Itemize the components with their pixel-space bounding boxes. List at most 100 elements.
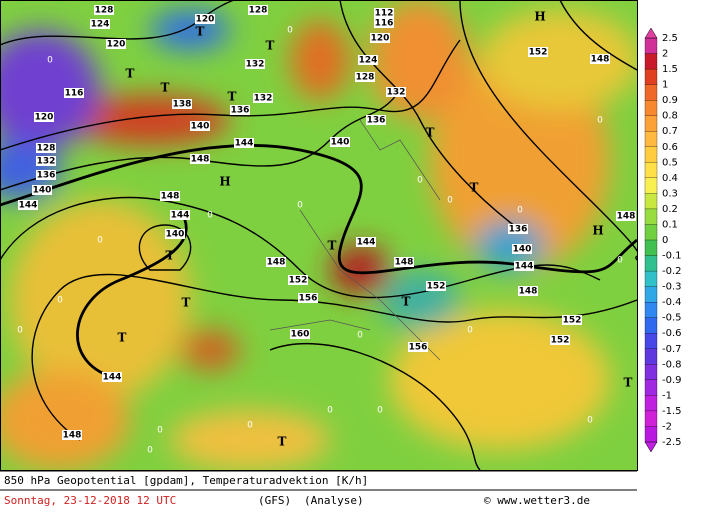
colorbar-segment	[644, 208, 658, 226]
contour-label: 152	[289, 276, 308, 286]
contour-label: 136	[37, 171, 56, 181]
contour-label: 148	[617, 212, 636, 222]
colorbar-label: -0.1	[662, 251, 682, 262]
colorbar-segment	[644, 146, 658, 163]
label-bg	[518, 286, 538, 296]
zero-contour-label: 0	[147, 446, 153, 456]
colorbar-segment	[644, 317, 658, 334]
colorbar-label: 2	[662, 49, 668, 60]
contour-label: 148	[267, 258, 286, 268]
zero-contour-label: 0	[617, 256, 623, 266]
label-bg	[514, 261, 534, 271]
zero-contour-label: 0	[357, 331, 363, 341]
zero-contour-label: 0	[587, 416, 593, 426]
colorbar-segment	[644, 270, 658, 288]
pressure-center: T	[126, 67, 135, 81]
pressure-center: H	[592, 224, 603, 238]
zero-contour-label: 0	[47, 56, 53, 66]
contour-label: 152	[529, 48, 548, 58]
contour-label: 132	[246, 60, 265, 70]
label-bg	[32, 185, 52, 195]
pressure-center: T	[166, 249, 175, 263]
colorbar: 2.5 2 1.5 1 0.9 0.8 0.7 0.6 0.5 0.4 0.3 0.2 0.1 0 -0.1…	[644, 27, 682, 453]
zero-contour-label: 0	[207, 211, 213, 221]
colorbar-label: -2.5	[662, 437, 682, 448]
colorbar-label: 0.9	[662, 95, 678, 106]
pressure-center: T	[402, 295, 411, 309]
colorbar-segment	[644, 115, 658, 132]
label-bg	[172, 99, 192, 109]
contour-label: 140	[331, 138, 350, 148]
contour-label: 144	[235, 139, 254, 149]
contour-label: 138	[173, 100, 192, 110]
contour-label: 132	[254, 94, 273, 104]
zero-contour-label: 0	[97, 236, 103, 246]
zero-contour-label: 0	[327, 406, 333, 416]
label-bg	[512, 244, 532, 254]
contour-label: 116	[65, 89, 84, 99]
contour-label: 120	[196, 15, 215, 25]
contour-label: 136	[509, 225, 528, 235]
colorbar-label: -0.5	[662, 313, 682, 324]
colorbar-segment	[644, 84, 658, 101]
pressure-center: T	[328, 239, 337, 253]
pressure-center: T	[228, 90, 237, 104]
colorbar-label: -0.7	[662, 344, 682, 355]
label-bg	[245, 59, 265, 69]
contour-label: 152	[563, 316, 582, 326]
label-bg	[230, 105, 250, 115]
footer-model: (GFS)	[258, 494, 291, 507]
pressure-center: T	[624, 376, 633, 390]
label-bg	[358, 55, 378, 65]
colorbar-segment	[644, 239, 658, 257]
footer-credit: © www.wetter3.de	[484, 494, 590, 507]
colorbar-label: -0.4	[662, 297, 682, 308]
colorbar-segment	[644, 193, 658, 210]
contour-label: 128	[37, 144, 56, 154]
label-bg	[290, 329, 310, 339]
label-bg	[170, 210, 190, 220]
contour-label: 144	[515, 262, 534, 272]
contour-label: 144	[103, 373, 122, 383]
label-bg	[94, 5, 114, 15]
colorbar-label: 2.5	[662, 33, 678, 44]
label-bg	[248, 5, 268, 15]
colorbar-segment	[644, 53, 658, 70]
label-bg	[590, 54, 610, 64]
label-bg	[18, 200, 38, 210]
label-bg	[394, 257, 414, 267]
colorbar-segment	[644, 255, 658, 272]
contour-label: 148	[63, 431, 82, 441]
contour-label: 152	[427, 282, 446, 292]
contour-label: 136	[367, 116, 386, 126]
colorbar-segment	[644, 395, 658, 412]
colorbar-segment	[644, 177, 658, 195]
colorbar-segment	[644, 224, 658, 241]
colorbar-label: -0.8	[662, 359, 682, 370]
label-bg	[190, 121, 210, 131]
zero-contour-label: 0	[247, 421, 253, 431]
contour-label: 152	[551, 336, 570, 346]
colorbar-segment	[644, 162, 658, 179]
label-bg	[408, 342, 428, 352]
pressure-center: T	[196, 25, 205, 39]
label-bg	[386, 87, 406, 97]
label-bg	[106, 39, 126, 49]
contour-label: 148	[591, 55, 610, 65]
contour-label: 132	[37, 157, 56, 167]
label-bg	[528, 47, 548, 57]
contour-label: 148	[395, 258, 414, 268]
zero-contour-label: 0	[597, 116, 603, 126]
contour-label: 128	[356, 73, 375, 83]
colorbar-segment	[644, 37, 658, 55]
contour-label: 144	[171, 211, 190, 221]
contour-label: 128	[249, 6, 268, 16]
colorbar-label: -1.5	[662, 406, 682, 417]
label-bg	[190, 154, 210, 164]
label-bg	[374, 8, 394, 18]
colorbar-segment	[644, 68, 658, 86]
label-bg	[330, 137, 350, 147]
label-bg	[266, 257, 286, 267]
pressure-center: H	[219, 175, 230, 189]
